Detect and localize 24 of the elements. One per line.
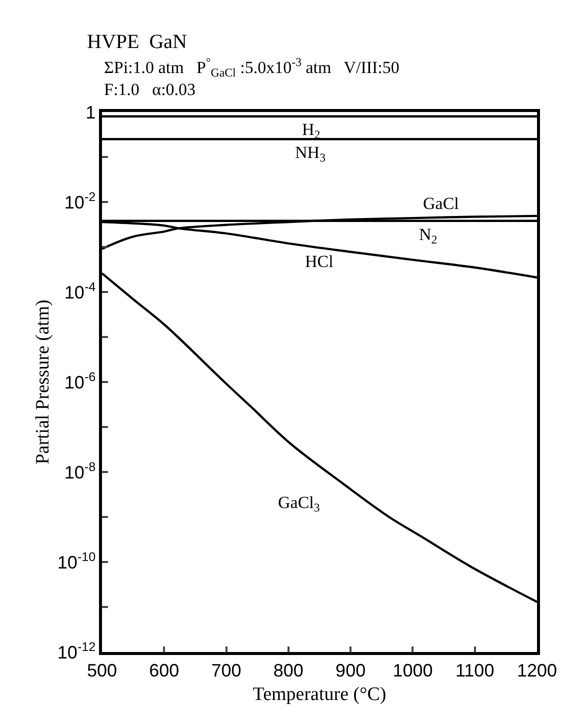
y-tick-label: 10$^{-4}$ — [64, 280, 96, 302]
y-tick-label: 10$^{-6}$ — [64, 370, 96, 392]
x-tick-label: 1200 — [516, 660, 558, 680]
x-tick-label: 700 — [211, 660, 242, 680]
series-label: N$_{2}$ — [419, 225, 438, 247]
y-tick-label: 10$^{-12}$ — [57, 640, 96, 662]
y-tick-label: 10$^{-8}$ — [64, 460, 96, 482]
series-label: GaCl — [423, 194, 460, 213]
y-tick-label: 10$^{-2}$ — [64, 190, 96, 212]
y-tick-label: 10$^{-10}$ — [57, 550, 96, 572]
chart-title: HVPE GaN — [87, 31, 187, 53]
x-tick-label: 1100 — [456, 660, 494, 680]
text: ΣPi:1.0 atm P$^{°}$$_{GaCl}$ :5.0x10$^{-3}$ atm V/III:50 F:1.0 α:0.03 — [104, 55, 400, 100]
x-axis-title: Temperature (°C) — [252, 684, 386, 706]
x-tick-label: 1000 — [392, 660, 433, 680]
series-label: GaCl$_{3}$ — [278, 493, 320, 515]
x-tick-label: 800 — [273, 660, 304, 680]
x-tick-label: 500 — [86, 660, 118, 680]
x-tick-label: 600 — [149, 660, 180, 680]
y-tick-label: 1 — [86, 102, 96, 122]
y-axis-title: Partial Pressure (atm) — [32, 300, 54, 464]
series-label: NH$_{3}$ — [295, 143, 326, 165]
x-tick-label: 900 — [336, 660, 366, 680]
series-label: HCl — [305, 252, 334, 271]
